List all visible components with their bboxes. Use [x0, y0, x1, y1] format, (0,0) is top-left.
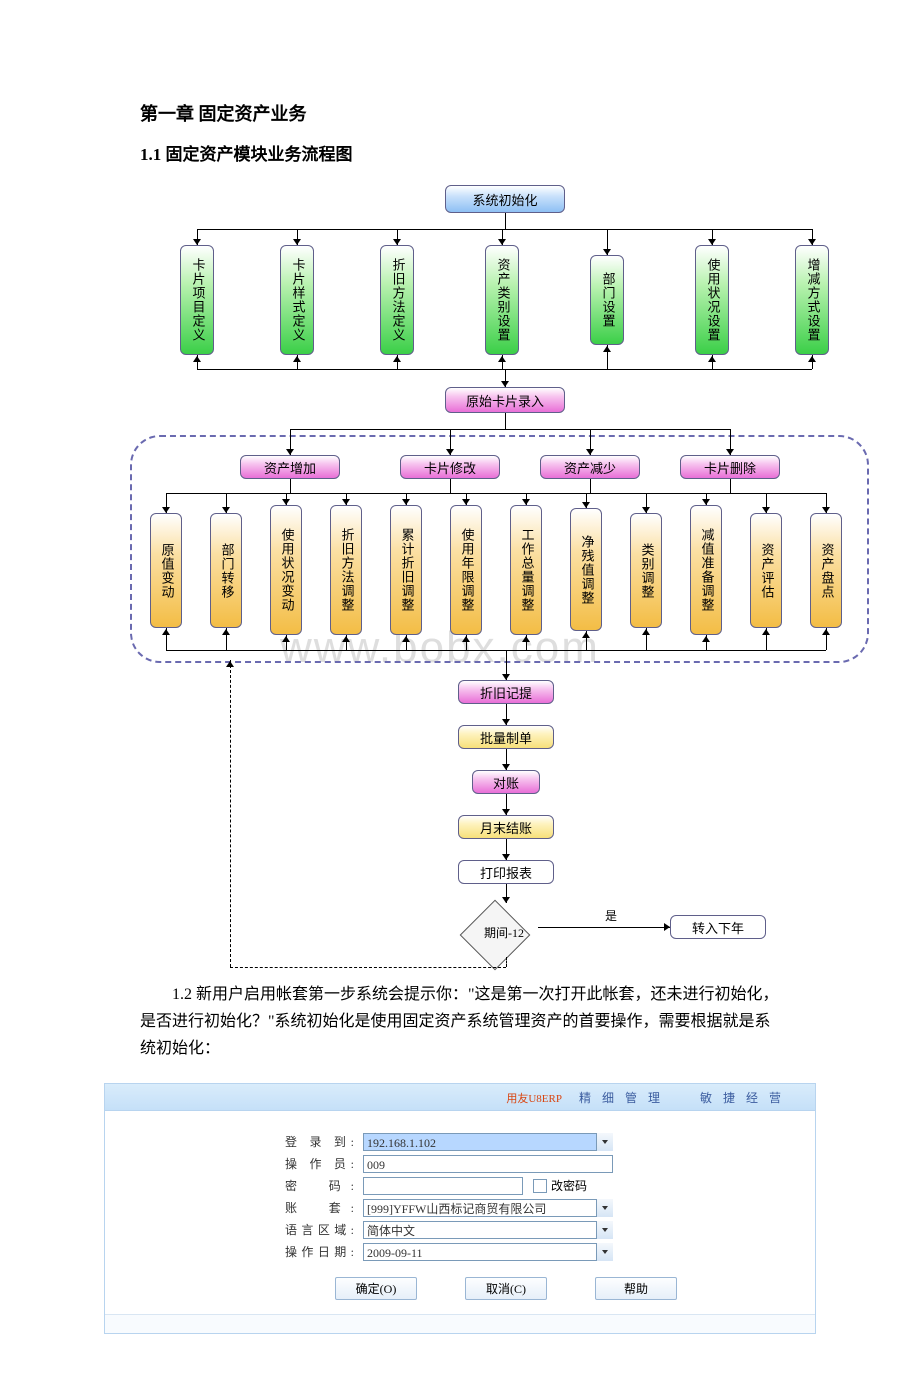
flow-node: 部门设置 — [590, 255, 624, 345]
field-pwd[interactable] — [363, 1177, 523, 1195]
tagline-prefix: 用友U8ERP — [506, 1093, 562, 1105]
login-row-acct: 账 套: [999]YFFW山西标记商贸有限公司 — [135, 1199, 785, 1217]
flow-node: 折旧方法调整 — [330, 505, 362, 635]
ok-button[interactable]: 确定(O) — [335, 1277, 417, 1300]
label-lang: 语言区域: — [135, 1221, 363, 1238]
label-changepwd: 改密码 — [551, 1177, 587, 1194]
field-date[interactable]: 2009-09-11 — [363, 1243, 613, 1261]
field-acct[interactable]: [999]YFFW山西标记商贸有限公司 — [363, 1199, 613, 1217]
flow-node: 累计折旧调整 — [390, 505, 422, 635]
field-user[interactable]: 009 — [363, 1155, 613, 1173]
login-header: 用友U8ERP 精 细 管 理 敏 捷 经 营 — [105, 1084, 815, 1111]
dropdown-icon[interactable] — [596, 1199, 613, 1217]
checkbox-changepwd[interactable] — [533, 1179, 547, 1193]
help-button[interactable]: 帮助 — [595, 1277, 677, 1300]
flow-node: 工作总量调整 — [510, 505, 542, 635]
flow-node: 卡片样式定义 — [280, 245, 314, 355]
flow-node: 折旧方法定义 — [380, 245, 414, 355]
flow-node: 卡片删除 — [680, 455, 780, 479]
flow-node: 使用状况设置 — [695, 245, 729, 355]
field-lang[interactable]: 简体中文 — [363, 1221, 613, 1239]
label-pwd: 密 码: — [135, 1177, 363, 1194]
yes-label: 是 — [605, 907, 617, 924]
flow-node: 批量制单 — [458, 725, 554, 749]
flow-node: 部门转移 — [210, 513, 242, 628]
dropdown-icon[interactable] — [596, 1133, 613, 1151]
flow-node: 转入下年 — [670, 915, 766, 939]
login-screenshot: 用友U8ERP 精 细 管 理 敏 捷 经 营 登 录 到: 192.168.1… — [104, 1083, 816, 1334]
flow-node: 资产类别设置 — [485, 245, 519, 355]
cancel-button[interactable]: 取消(C) — [465, 1277, 547, 1300]
chapter-title: 第一章 固定资产业务 — [60, 100, 860, 126]
login-form: 登 录 到: 192.168.1.102 操 作 员: 009 密 码: 改密码… — [105, 1111, 815, 1315]
dropdown-icon[interactable] — [596, 1243, 613, 1261]
dropdown-icon[interactable] — [596, 1221, 613, 1239]
flow-node: 打印报表 — [458, 860, 554, 884]
login-row-date: 操作日期: 2009-09-11 — [135, 1243, 785, 1261]
flowchart: www.bobx.com 系统初始化卡片项目定义卡片样式定义折旧方法定义资产类别… — [110, 185, 870, 965]
flow-node: 月末结账 — [458, 815, 554, 839]
flow-node: 资产减少 — [540, 455, 640, 479]
flow-node: 资产增加 — [240, 455, 340, 479]
flow-node: 资产评估 — [750, 513, 782, 628]
flow-node: 使用年限调整 — [450, 505, 482, 635]
field-server[interactable]: 192.168.1.102 — [363, 1133, 613, 1151]
label-acct: 账 套: — [135, 1199, 363, 1216]
tagline-2: 敏 捷 经 营 — [700, 1091, 785, 1105]
flow-node: 卡片项目定义 — [180, 245, 214, 355]
flow-node: 资产盘点 — [810, 513, 842, 628]
flow-node: 增减方式设置 — [795, 245, 829, 355]
flow-node: 系统初始化 — [445, 185, 565, 213]
login-row-pwd: 密 码: 改密码 — [135, 1177, 785, 1195]
login-buttons: 确定(O) 取消(C) 帮助 — [135, 1265, 785, 1300]
label-user: 操 作 员: — [135, 1155, 363, 1172]
login-row-server: 登 录 到: 192.168.1.102 — [135, 1133, 785, 1151]
flow-node: 卡片修改 — [400, 455, 500, 479]
flow-node: 折旧记提 — [458, 680, 554, 704]
flow-node: 原值变动 — [150, 513, 182, 628]
paragraph-1-2: 1.2 新用户启用帐套第一步系统会提示你："这是第一次打开此帐套，还未进行初始化… — [140, 981, 780, 1063]
login-tagline: 用友U8ERP 精 细 管 理 敏 捷 经 营 — [506, 1089, 785, 1106]
flow-node: 原始卡片录入 — [445, 387, 565, 413]
flow-node: 净残值调整 — [570, 508, 602, 631]
section-title: 1.1 固定资产模块业务流程图 — [60, 140, 860, 165]
flow-node: 减值准备调整 — [690, 505, 722, 635]
login-row-user: 操 作 员: 009 — [135, 1155, 785, 1173]
label-date: 操作日期: — [135, 1243, 363, 1260]
tagline-1: 精 细 管 理 — [579, 1091, 664, 1105]
login-row-lang: 语言区域: 简体中文 — [135, 1221, 785, 1239]
flow-node: 类别调整 — [630, 513, 662, 628]
diamond-label: 期间-12 — [464, 924, 544, 941]
flow-node: 使用状况变动 — [270, 505, 302, 635]
label-server: 登 录 到: — [135, 1133, 363, 1150]
flow-node: 对账 — [472, 770, 540, 794]
